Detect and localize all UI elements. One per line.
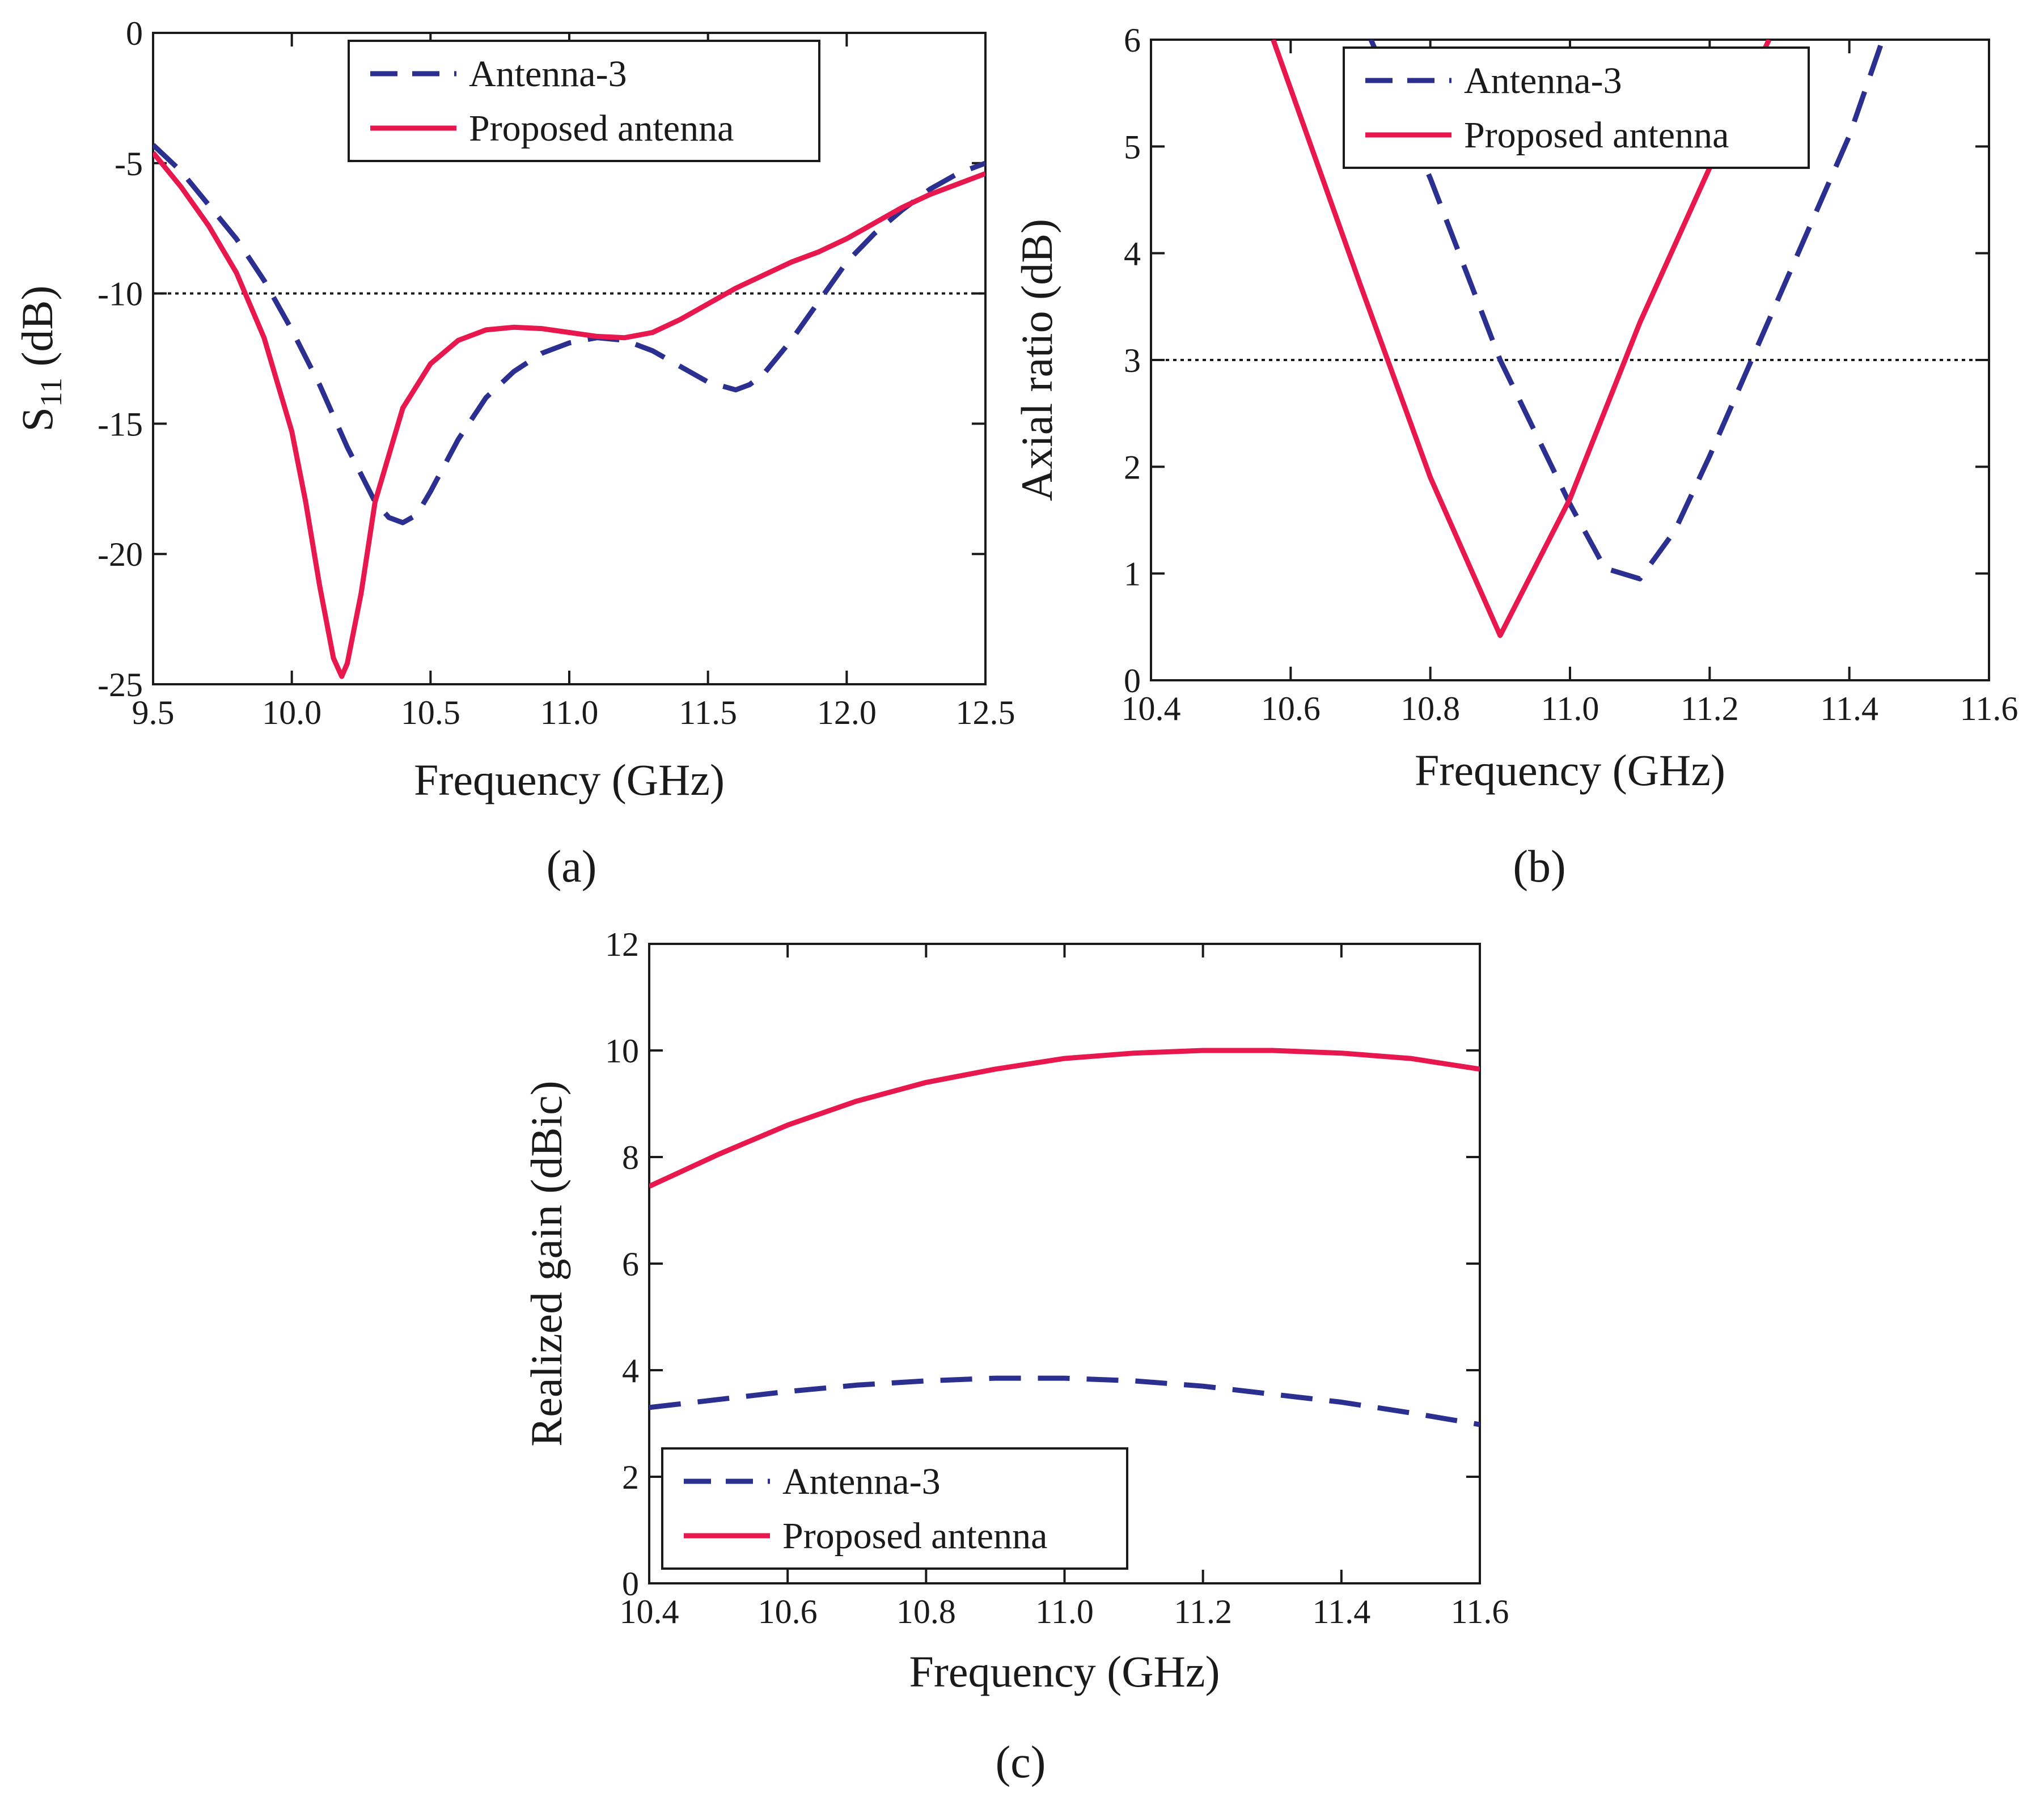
chart-c-ytick-label: 2: [622, 1459, 639, 1496]
chart-a-xlabel: Frequency (GHz): [414, 755, 725, 804]
chart-c-xtick-label: 11.4: [1312, 1593, 1370, 1630]
chart-a-xtick-label: 9.5: [132, 694, 175, 731]
chart-b-legend-label: Proposed antenna: [1464, 115, 1729, 156]
chart-c-caption: (c): [996, 1738, 1046, 1787]
chart-c-series-proposed-antenna: [649, 1048, 1480, 1189]
chart-a-legend: Antenna-3 Proposed antenna: [348, 40, 820, 162]
chart-c-xtick-label: 11.2: [1174, 1593, 1232, 1630]
chart-b-ylabel: Axial ratio (dB): [1012, 219, 1061, 501]
chart-a-ylabel-main: S: [12, 407, 62, 431]
chart-c-legend: Antenna-3 Proposed antenna: [661, 1447, 1128, 1570]
chart-c-xtick-label: 11.6: [1451, 1593, 1509, 1630]
chart-a-ytick-label: 0: [126, 15, 143, 52]
chart-c-ytick-label: 10: [605, 1032, 639, 1070]
chart-a-series-antenna-3: [153, 143, 985, 526]
chart-c-ytick-label: 4: [622, 1352, 639, 1389]
chart-b-legend: Antenna-3 Proposed antenna: [1343, 46, 1810, 169]
chart-a-series-proposed-antenna: [153, 151, 985, 679]
chart-a-xtick-label: 12.0: [817, 694, 877, 731]
chart-a-ytick-label: -5: [115, 145, 143, 183]
chart-b-xtick-label: 10.4: [1122, 690, 1181, 727]
chart-a-ytick-label: -10: [98, 276, 143, 313]
chart-b-ytick-label: 6: [1124, 22, 1141, 59]
chart-b-ytick-label: 2: [1124, 448, 1141, 486]
chart-a: 9.5 10.0 10.5 11.0 11.5 12.0 12.5 0 -5 -10 -15 -20 -…: [12, 15, 1015, 892]
chart-c-xtick-label: 11.0: [1035, 1593, 1094, 1630]
chart-b-xtick-label: 11.6: [1960, 690, 2018, 727]
chart-a-ylabel: S11 (dB): [12, 286, 68, 432]
chart-b: 10.4 10.6 10.8 11.0 11.2 11.4 11.6 0 1 2 3 4 5 6 Anten…: [1012, 22, 2018, 892]
chart-a-ylabel-rest: (dB): [12, 286, 62, 378]
chart-c-legend-label: Antenna-3: [782, 1461, 941, 1502]
chart-a-xtick-label: 10.0: [262, 694, 321, 731]
chart-a-xtick-label: 12.5: [956, 694, 1015, 731]
chart-c: 10.4 10.6 10.8 11.0 11.2 11.4 11.6 0 2 4 6 8 10 12 Ant…: [522, 926, 1509, 1787]
chart-b-legend-box: [1343, 46, 1810, 169]
chart-a-ytick-label: -15: [98, 405, 143, 443]
chart-c-ylabel: Realized gain (dBic): [522, 1081, 571, 1446]
chart-a-ytick-label: -25: [98, 666, 143, 704]
chart-b-xtick-label: 10.8: [1400, 690, 1460, 727]
chart-c-xtick-label: 10.6: [758, 1593, 818, 1630]
chart-c-series-antenna-3: [649, 1375, 1480, 1427]
chart-b-xtick-label: 11.4: [1820, 690, 1878, 727]
chart-b-legend-label: Antenna-3: [1464, 60, 1622, 101]
chart-c-xtick-label: 10.8: [896, 1593, 956, 1630]
chart-c-legend-box: [661, 1447, 1128, 1570]
chart-a-caption: (a): [547, 842, 597, 892]
chart-b-ytick-label: 3: [1124, 342, 1141, 379]
chart-b-xtick-label: 10.6: [1261, 690, 1321, 727]
chart-a-legend-box: [348, 40, 820, 162]
chart-a-legend-label: Antenna-3: [469, 53, 627, 95]
chart-a-legend-label: Proposed antenna: [469, 108, 734, 149]
chart-b-ytick-label: 5: [1124, 128, 1141, 166]
chart-b-xtick-label: 11.0: [1541, 690, 1599, 727]
chart-b-xlabel: Frequency (GHz): [1415, 745, 1725, 795]
chart-b-ytick-label: 1: [1124, 556, 1141, 593]
chart-a-xtick-label: 11.5: [679, 694, 737, 731]
chart-b-xtick-label: 11.2: [1681, 690, 1739, 727]
chart-a-xtick-label: 10.5: [401, 694, 460, 731]
chart-b-ytick-label: 4: [1124, 235, 1141, 273]
chart-b-series-proposed-antenna: [1271, 40, 1772, 638]
chart-a-ytick-label: -20: [98, 536, 143, 573]
chart-c-ytick-label: 8: [622, 1139, 639, 1176]
chart-c-xlabel: Frequency (GHz): [909, 1647, 1220, 1696]
chart-c-ytick-label: 12: [605, 926, 639, 963]
chart-c-legend-label: Proposed antenna: [782, 1515, 1047, 1557]
chart-b-ytick-label: 0: [1124, 662, 1141, 700]
chart-c-ytick-label: 0: [622, 1565, 639, 1603]
chart-c-ytick-label: 6: [622, 1245, 639, 1283]
chart-b-caption: (b): [1513, 842, 1565, 892]
chart-c-xtick-label: 10.4: [620, 1593, 679, 1630]
chart-b-series-antenna-3: [1368, 40, 1884, 582]
chart-a-xtick-label: 11.0: [540, 694, 599, 731]
chart-a-ylabel-sub: 11: [34, 378, 68, 407]
